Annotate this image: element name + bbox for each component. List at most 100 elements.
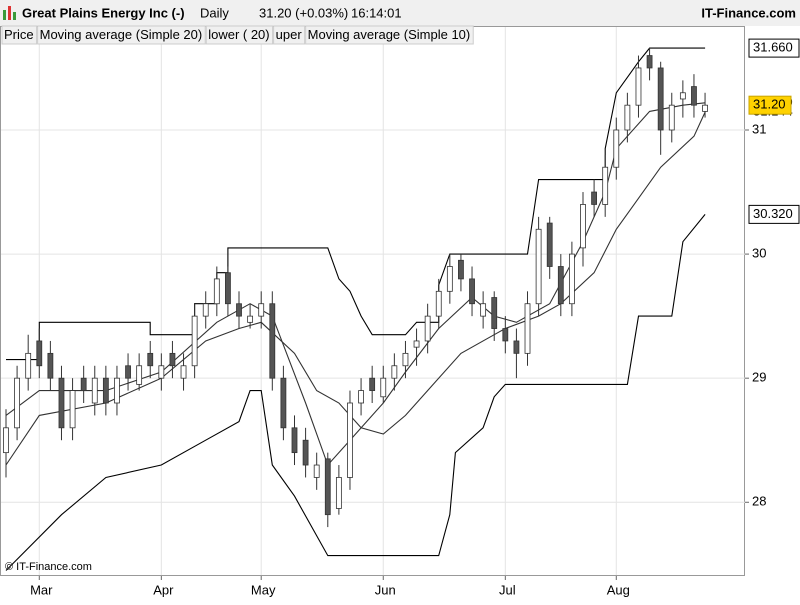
x-tick-label: Aug xyxy=(607,582,630,597)
y-tick-label: 28 xyxy=(752,494,766,509)
candle-body xyxy=(14,377,20,429)
end-label-box xyxy=(748,204,800,224)
logo xyxy=(3,6,16,20)
candle-body xyxy=(502,328,509,342)
candle-body xyxy=(657,67,664,131)
candle-body xyxy=(580,204,586,249)
candle-body xyxy=(513,340,520,354)
candle-body xyxy=(25,352,32,379)
candle-body xyxy=(469,278,475,305)
candle-body xyxy=(568,253,575,305)
time: 16:14:01 xyxy=(351,5,402,20)
candle-body xyxy=(413,340,420,348)
x-tick-label: May xyxy=(251,582,276,597)
candle-body xyxy=(47,352,54,379)
legend-entry: Price xyxy=(4,27,34,42)
candle-body xyxy=(668,104,675,131)
close-label-box xyxy=(748,95,792,115)
candle-body xyxy=(247,315,254,323)
candle-body xyxy=(280,377,287,429)
y-tick-label: 29 xyxy=(752,370,766,385)
x-tick-label: Jul xyxy=(499,582,516,597)
x-tick-label: Mar xyxy=(30,582,53,597)
candle-body xyxy=(702,104,708,112)
legend-entry: Moving average (Simple 20) xyxy=(40,27,203,42)
candle-body xyxy=(180,365,187,379)
candle-body xyxy=(635,67,642,106)
candle-body xyxy=(624,104,631,131)
header-bar xyxy=(0,0,800,26)
candle-body xyxy=(557,266,564,305)
candle-body xyxy=(380,377,387,398)
candle-body xyxy=(69,390,76,429)
candle-body xyxy=(446,266,453,292)
candle-body xyxy=(424,315,431,342)
candle-body xyxy=(58,377,65,429)
candle-body xyxy=(269,303,276,379)
legend-box xyxy=(305,25,474,45)
candle-body xyxy=(369,377,376,391)
candle-body xyxy=(91,377,98,404)
candle-body xyxy=(391,365,398,379)
candle-body xyxy=(313,464,320,478)
candle-body xyxy=(535,228,542,305)
indicator-line xyxy=(5,111,706,466)
candle-body xyxy=(213,278,220,305)
legend-box xyxy=(205,25,274,45)
legend-entry: Moving average (Simple 10) xyxy=(308,27,471,42)
candle-body xyxy=(591,191,597,205)
candle-body xyxy=(102,377,109,404)
close-label: 31.20 xyxy=(753,97,786,112)
candle-body xyxy=(236,303,242,317)
candle-body xyxy=(302,439,309,466)
legend-box xyxy=(37,25,206,45)
plot-frame xyxy=(0,26,745,576)
candle-body xyxy=(36,340,43,367)
candle-body xyxy=(191,315,198,367)
legend-box xyxy=(1,25,38,45)
candle-body xyxy=(147,352,154,367)
candle-body xyxy=(3,427,9,454)
candle-body xyxy=(458,259,464,280)
candle-body xyxy=(613,129,620,168)
x-tick-label: Jun xyxy=(375,582,396,597)
candle-body xyxy=(258,303,265,317)
candle-body xyxy=(524,303,531,354)
candle-body xyxy=(80,377,87,391)
candle-body xyxy=(480,303,487,317)
end-label: 30.320 xyxy=(753,206,793,221)
end-label: 31.660 xyxy=(753,40,793,55)
legend-box xyxy=(273,25,306,45)
candle-body xyxy=(358,390,364,404)
candle-body xyxy=(335,477,342,509)
y-tick-label: 31 xyxy=(752,121,766,136)
candle-body xyxy=(491,297,498,329)
candle-body xyxy=(225,272,231,305)
instrument-title: Great Plains Energy Inc (-) xyxy=(22,5,185,20)
candle-body xyxy=(324,458,331,516)
candle-body xyxy=(114,377,120,404)
candle-body xyxy=(158,365,165,379)
candle-body xyxy=(202,303,209,317)
candle-body xyxy=(602,166,609,205)
site: IT-Finance.com xyxy=(701,5,796,20)
candle-body xyxy=(435,290,442,317)
price-change: 31.20 (+0.03%) xyxy=(259,5,348,20)
x-tick-label: Apr xyxy=(153,582,174,597)
legend-entry: lower ( 20) xyxy=(208,27,269,42)
candle-body xyxy=(546,222,553,267)
candle-body xyxy=(679,92,686,100)
candle-body xyxy=(646,55,653,69)
candle-body xyxy=(347,402,353,478)
watermark: © IT-Finance.com xyxy=(5,561,92,573)
candle-body xyxy=(125,365,131,379)
candle-body xyxy=(291,427,298,454)
indicator-line xyxy=(5,102,706,467)
candle-body xyxy=(169,352,176,367)
y-tick-label: 30 xyxy=(752,246,766,261)
candle-body xyxy=(136,365,143,385)
candle-body xyxy=(691,86,697,106)
candle-body xyxy=(402,352,409,367)
period: Daily xyxy=(200,5,229,20)
